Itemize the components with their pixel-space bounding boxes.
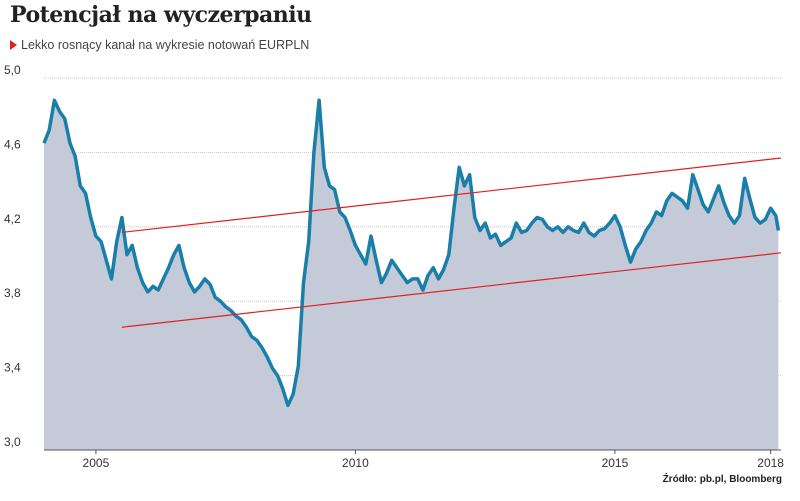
chart-title: Potencjał na wyczerpaniu xyxy=(10,2,312,28)
y-tick-label: 3,0 xyxy=(4,435,21,449)
chart-subtitle-text: Lekko rosnący kanał na wykresie notowań … xyxy=(21,38,310,52)
x-tick-label: 2015 xyxy=(602,456,629,470)
series-line xyxy=(42,98,781,408)
area-fill xyxy=(44,100,779,451)
y-tick-label: 3,8 xyxy=(4,286,21,300)
y-tick-label: 4,6 xyxy=(4,137,21,151)
y-tick-label: 3,4 xyxy=(4,361,21,375)
channel-line-0 xyxy=(121,157,782,233)
y-tick-label: 5,0 xyxy=(4,63,21,77)
x-tick-label: 2005 xyxy=(83,456,110,470)
channel-line-1 xyxy=(121,252,782,328)
source-note: Źródło: pb.pl, Bloomberg xyxy=(662,474,782,485)
x-tick-label: 2018 xyxy=(757,456,784,470)
triangle-marker-icon xyxy=(10,40,17,50)
y-tick-label: 4,2 xyxy=(4,212,21,226)
x-tick-label: 2010 xyxy=(342,456,369,470)
chart-subtitle: Lekko rosnący kanał na wykresie notowań … xyxy=(10,38,309,52)
